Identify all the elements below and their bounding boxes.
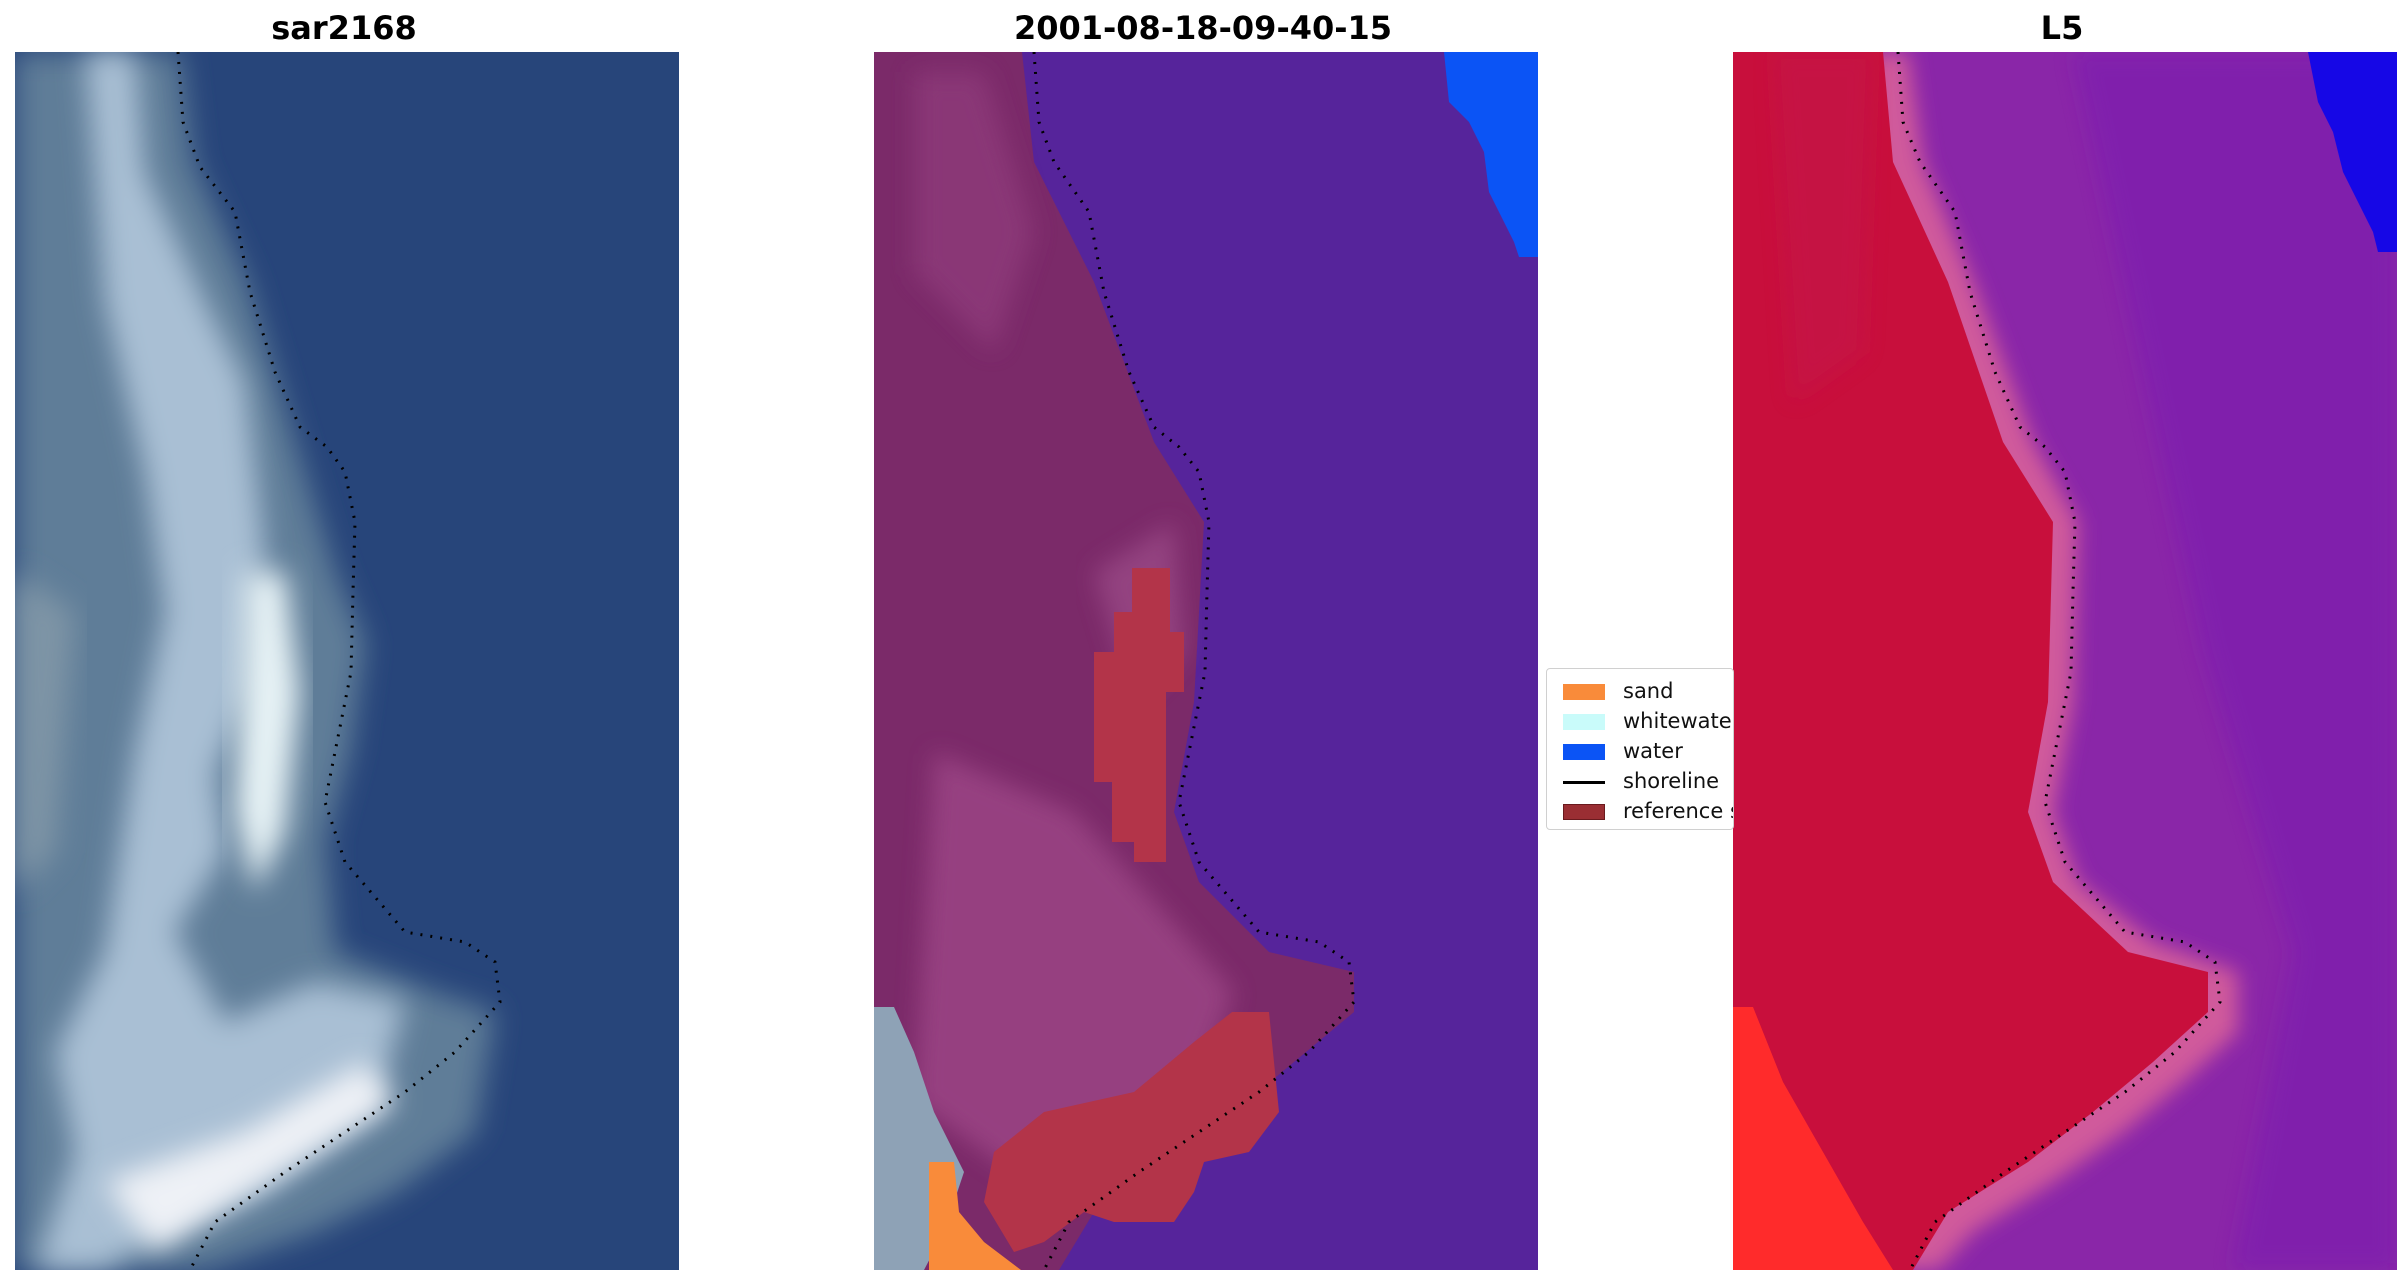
panel-title-index: L5 — [2040, 9, 2084, 47]
rgb-image — [15, 52, 679, 1270]
legend-item-reference: reference s — [1557, 797, 1734, 825]
panel-title-rgb: sar2168 — [271, 9, 417, 47]
index-image — [1733, 52, 2397, 1270]
rgb-image-panel — [15, 52, 679, 1270]
legend-label-shoreline: shoreline — [1623, 769, 1720, 793]
legend-label-water: water — [1623, 739, 1683, 763]
water-swatch — [1563, 744, 1605, 760]
legend-item-whitewater: whitewater — [1557, 707, 1734, 735]
index-image-panel — [1733, 52, 2397, 1270]
sand-swatch — [1563, 684, 1605, 700]
panel-title-classified: 2001-08-18-09-40-15 — [1013, 9, 1393, 47]
legend: sand whitewater water shoreline referenc… — [1546, 668, 1734, 830]
legend-label-sand: sand — [1623, 679, 1674, 703]
classified-image — [874, 52, 1538, 1270]
legend-item-sand: sand — [1557, 677, 1733, 705]
whitewater-swatch — [1563, 714, 1605, 730]
classified-image-panel — [874, 52, 1538, 1270]
reference-swatch — [1563, 804, 1605, 820]
shoreline-swatch — [1563, 781, 1605, 784]
legend-label-reference: reference s — [1623, 799, 1734, 823]
legend-item-shoreline: shoreline — [1557, 767, 1733, 795]
legend-label-whitewater: whitewater — [1623, 709, 1734, 733]
legend-item-water: water — [1557, 737, 1733, 765]
